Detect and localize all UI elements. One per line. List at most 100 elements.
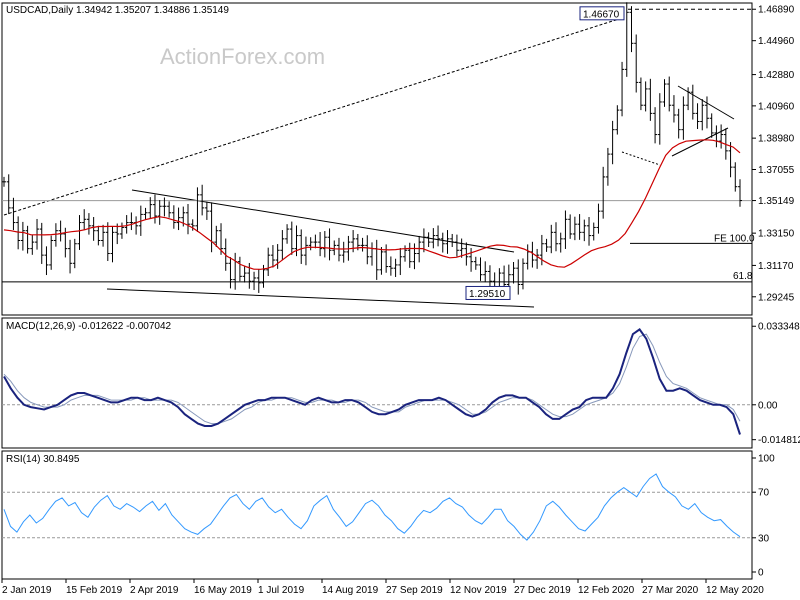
price-bar xyxy=(124,215,129,234)
rsi-level-lines xyxy=(2,491,752,539)
price-bar xyxy=(398,247,403,276)
price-bar xyxy=(459,238,464,258)
x-tick-label: 12 Nov 2019 xyxy=(450,585,507,596)
price-bar xyxy=(591,222,596,241)
price-bar xyxy=(119,222,124,239)
price-bar xyxy=(11,197,16,231)
macd-y-tick-label: 0.00 xyxy=(758,400,778,411)
price-y-tick-label: 1.37055 xyxy=(758,165,795,176)
price-bar xyxy=(454,234,459,257)
price-bar xyxy=(384,244,389,273)
price-bar xyxy=(681,96,686,140)
rsi-y-tick-label: 70 xyxy=(758,488,770,499)
price-bar xyxy=(563,210,568,249)
price-bar xyxy=(101,224,106,247)
price-bar xyxy=(620,61,625,117)
macd-y-tick-label: -0.014812 xyxy=(758,435,800,446)
rsi-y-tick-label: 0 xyxy=(758,568,764,579)
price-bar xyxy=(157,200,162,225)
price-bar xyxy=(49,235,54,270)
ma-line xyxy=(3,139,741,270)
price-bar xyxy=(700,99,705,131)
macd-y-axis: 0.033348 0.00 -0.014812 xyxy=(752,322,800,446)
price-bar xyxy=(152,194,157,224)
x-tick-label: 12 Feb 2020 xyxy=(578,585,635,596)
price-bar xyxy=(605,147,610,186)
price-bar xyxy=(426,232,431,247)
price-bar xyxy=(16,216,21,250)
price-y-axis: 1.46890 1.44960 1.42880 1.40960 1.38980 1.370… xyxy=(752,5,795,303)
macd-macd-line xyxy=(3,328,741,435)
price-bar xyxy=(587,217,592,246)
low-label-box xyxy=(465,285,511,300)
x-tick-label: 15 Feb 2019 xyxy=(66,585,123,596)
price-bar xyxy=(341,241,346,263)
x-axis: 2 Jan 2019 15 Feb 2019 2 Apr 2019 16 May 20… xyxy=(1,579,764,596)
price-bar xyxy=(671,95,676,123)
price-bars xyxy=(2,2,742,298)
price-bar xyxy=(360,237,365,252)
x-tick-label: 27 Dec 2019 xyxy=(514,585,571,596)
price-bar xyxy=(275,244,280,269)
price-bar xyxy=(610,120,615,165)
price-bar xyxy=(148,197,153,219)
price-bar xyxy=(96,225,101,246)
price-bar xyxy=(624,2,629,77)
price-bar xyxy=(322,231,327,258)
fe-label: FE 100.0 xyxy=(714,233,755,244)
price-bar xyxy=(6,174,11,215)
price-bar xyxy=(86,213,91,235)
price-bar xyxy=(53,223,58,247)
price-bar xyxy=(549,224,554,254)
price-bar xyxy=(162,197,167,217)
price-bar xyxy=(596,203,601,234)
price-bar xyxy=(388,256,393,276)
price-bar xyxy=(738,179,742,207)
price-bar xyxy=(473,256,478,270)
price-bar xyxy=(82,209,87,231)
price-bar xyxy=(285,224,290,244)
price-bar xyxy=(445,230,450,254)
rsi-line xyxy=(3,473,741,541)
price-bar xyxy=(44,246,49,276)
triangle-upper-line xyxy=(677,85,735,120)
price-bar xyxy=(266,247,271,277)
price-bar xyxy=(303,236,308,266)
price-bar xyxy=(407,242,412,268)
lower-trendline xyxy=(106,288,535,308)
x-tick-label: 16 May 2019 xyxy=(194,585,252,596)
price-bar xyxy=(709,113,714,138)
price-bar xyxy=(379,247,384,275)
macd-lines xyxy=(3,328,741,435)
price-bar xyxy=(431,228,436,249)
price-bar xyxy=(483,261,488,283)
price-bar xyxy=(280,230,285,261)
price-y-tick-label: 1.29245 xyxy=(758,292,795,303)
price-bar xyxy=(544,238,549,252)
price-bar xyxy=(25,225,30,254)
fib-label: 61.8 xyxy=(733,271,753,282)
price-bar xyxy=(313,234,318,249)
price-bar xyxy=(237,256,242,282)
price-bar xyxy=(289,221,294,255)
rsi-y-axis: 100 70 30 0 xyxy=(752,454,775,579)
rsi-panel-title: RSI(14) 30.8495 xyxy=(6,454,80,465)
price-bar xyxy=(554,222,558,252)
price-bar xyxy=(695,103,700,130)
price-bar xyxy=(270,245,275,268)
price-y-tick-label: 1.33150 xyxy=(758,229,795,240)
price-y-tick-label: 1.40960 xyxy=(758,101,795,112)
price-bar xyxy=(412,243,417,270)
macd-panel-title: MACD(12,26,9) -0.012622 -0.007042 xyxy=(6,321,172,332)
price-bar xyxy=(110,226,115,263)
price-bar xyxy=(200,184,205,216)
price-bar xyxy=(653,107,658,144)
price-y-tick-label: 1.46890 xyxy=(758,5,795,16)
x-tick-label: 27 Sep 2019 xyxy=(386,585,443,596)
rsi-y-tick-label: 30 xyxy=(758,533,770,544)
low-label: 1.29510 xyxy=(469,289,506,300)
price-bar xyxy=(332,240,337,256)
price-bar xyxy=(186,203,190,235)
price-bar xyxy=(572,216,577,241)
triangle-lower-line xyxy=(671,127,729,157)
